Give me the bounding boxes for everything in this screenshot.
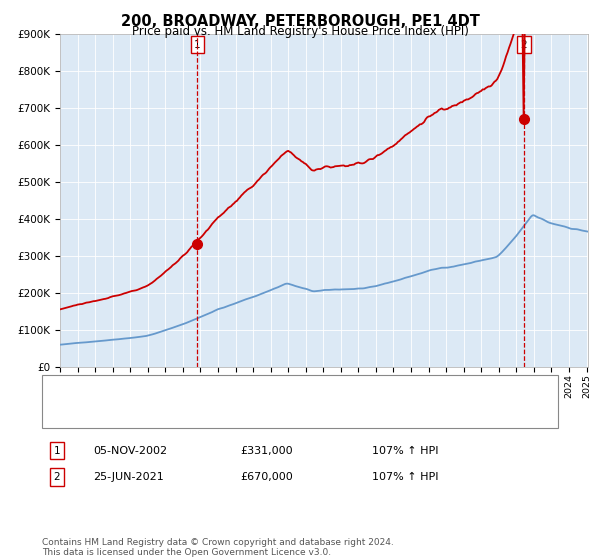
Text: 107% ↑ HPI: 107% ↑ HPI xyxy=(372,472,439,482)
Text: 200, BROADWAY, PETERBOROUGH, PE1 4DT: 200, BROADWAY, PETERBOROUGH, PE1 4DT xyxy=(121,14,479,29)
Text: £331,000: £331,000 xyxy=(240,446,293,456)
Text: Contains HM Land Registry data © Crown copyright and database right 2024.
This d: Contains HM Land Registry data © Crown c… xyxy=(42,538,394,557)
Text: HPI: Average price, detached house, City of Peterborough: HPI: Average price, detached house, City… xyxy=(97,408,398,418)
Text: 107% ↑ HPI: 107% ↑ HPI xyxy=(372,446,439,456)
Text: 2: 2 xyxy=(520,40,527,50)
Text: £670,000: £670,000 xyxy=(240,472,293,482)
Text: 2: 2 xyxy=(53,472,61,482)
Text: 1: 1 xyxy=(194,40,201,50)
Text: Price paid vs. HM Land Registry's House Price Index (HPI): Price paid vs. HM Land Registry's House … xyxy=(131,25,469,38)
Text: 25-JUN-2021: 25-JUN-2021 xyxy=(93,472,164,482)
Text: 200, BROADWAY, PETERBOROUGH, PE1 4DT (detached house): 200, BROADWAY, PETERBOROUGH, PE1 4DT (de… xyxy=(97,385,421,395)
Text: 1: 1 xyxy=(53,446,61,456)
Text: 05-NOV-2002: 05-NOV-2002 xyxy=(93,446,167,456)
